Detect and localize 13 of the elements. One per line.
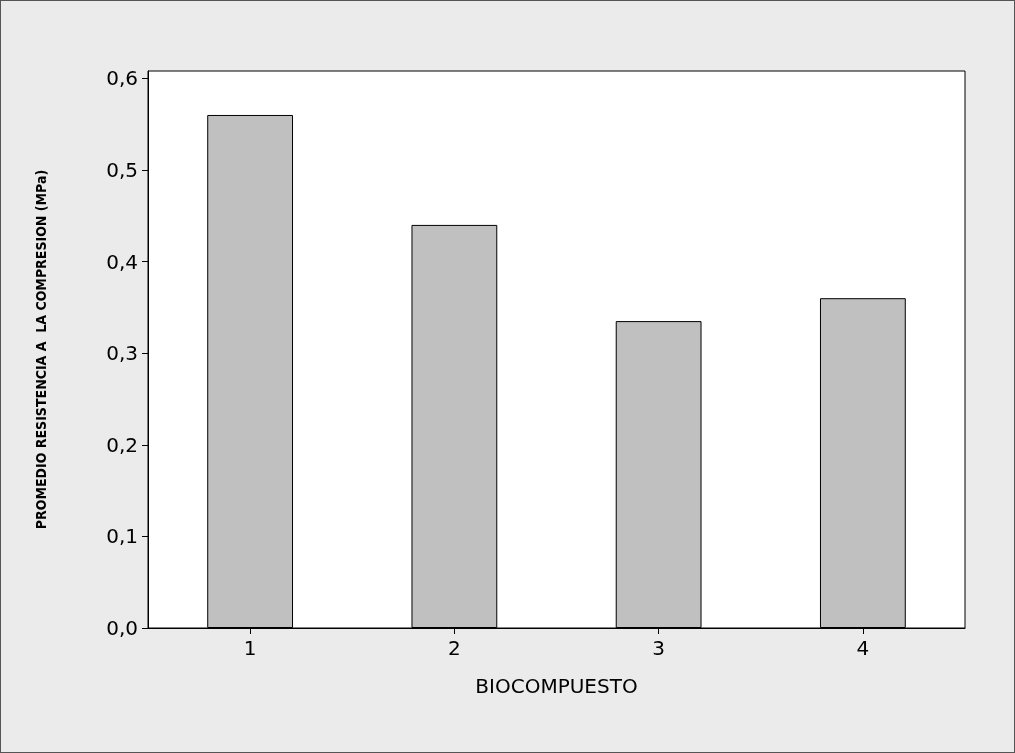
x-tick-label: 3: [652, 636, 665, 660]
x-tick-label: 1: [243, 636, 257, 660]
y-tick-label: 0,6: [106, 66, 138, 91]
y-tick-label: 0,5: [106, 157, 138, 182]
y-tick-label: 0,0: [106, 616, 138, 640]
y-tick-label: 0,2: [106, 432, 138, 457]
x-axis-title: BIOCOMPUESTO: [475, 674, 638, 698]
x-tick-label: 4: [856, 636, 870, 660]
y-tick-label: 0,3: [106, 341, 138, 366]
x-tick-label: 2: [448, 636, 461, 660]
y-axis-title: PROMEDIO RESISTENCIA A LA COMPRESION (MPa): [33, 169, 49, 530]
y-tick-label: 0,4: [106, 249, 138, 274]
y-tick-label: 0,1: [106, 524, 138, 549]
